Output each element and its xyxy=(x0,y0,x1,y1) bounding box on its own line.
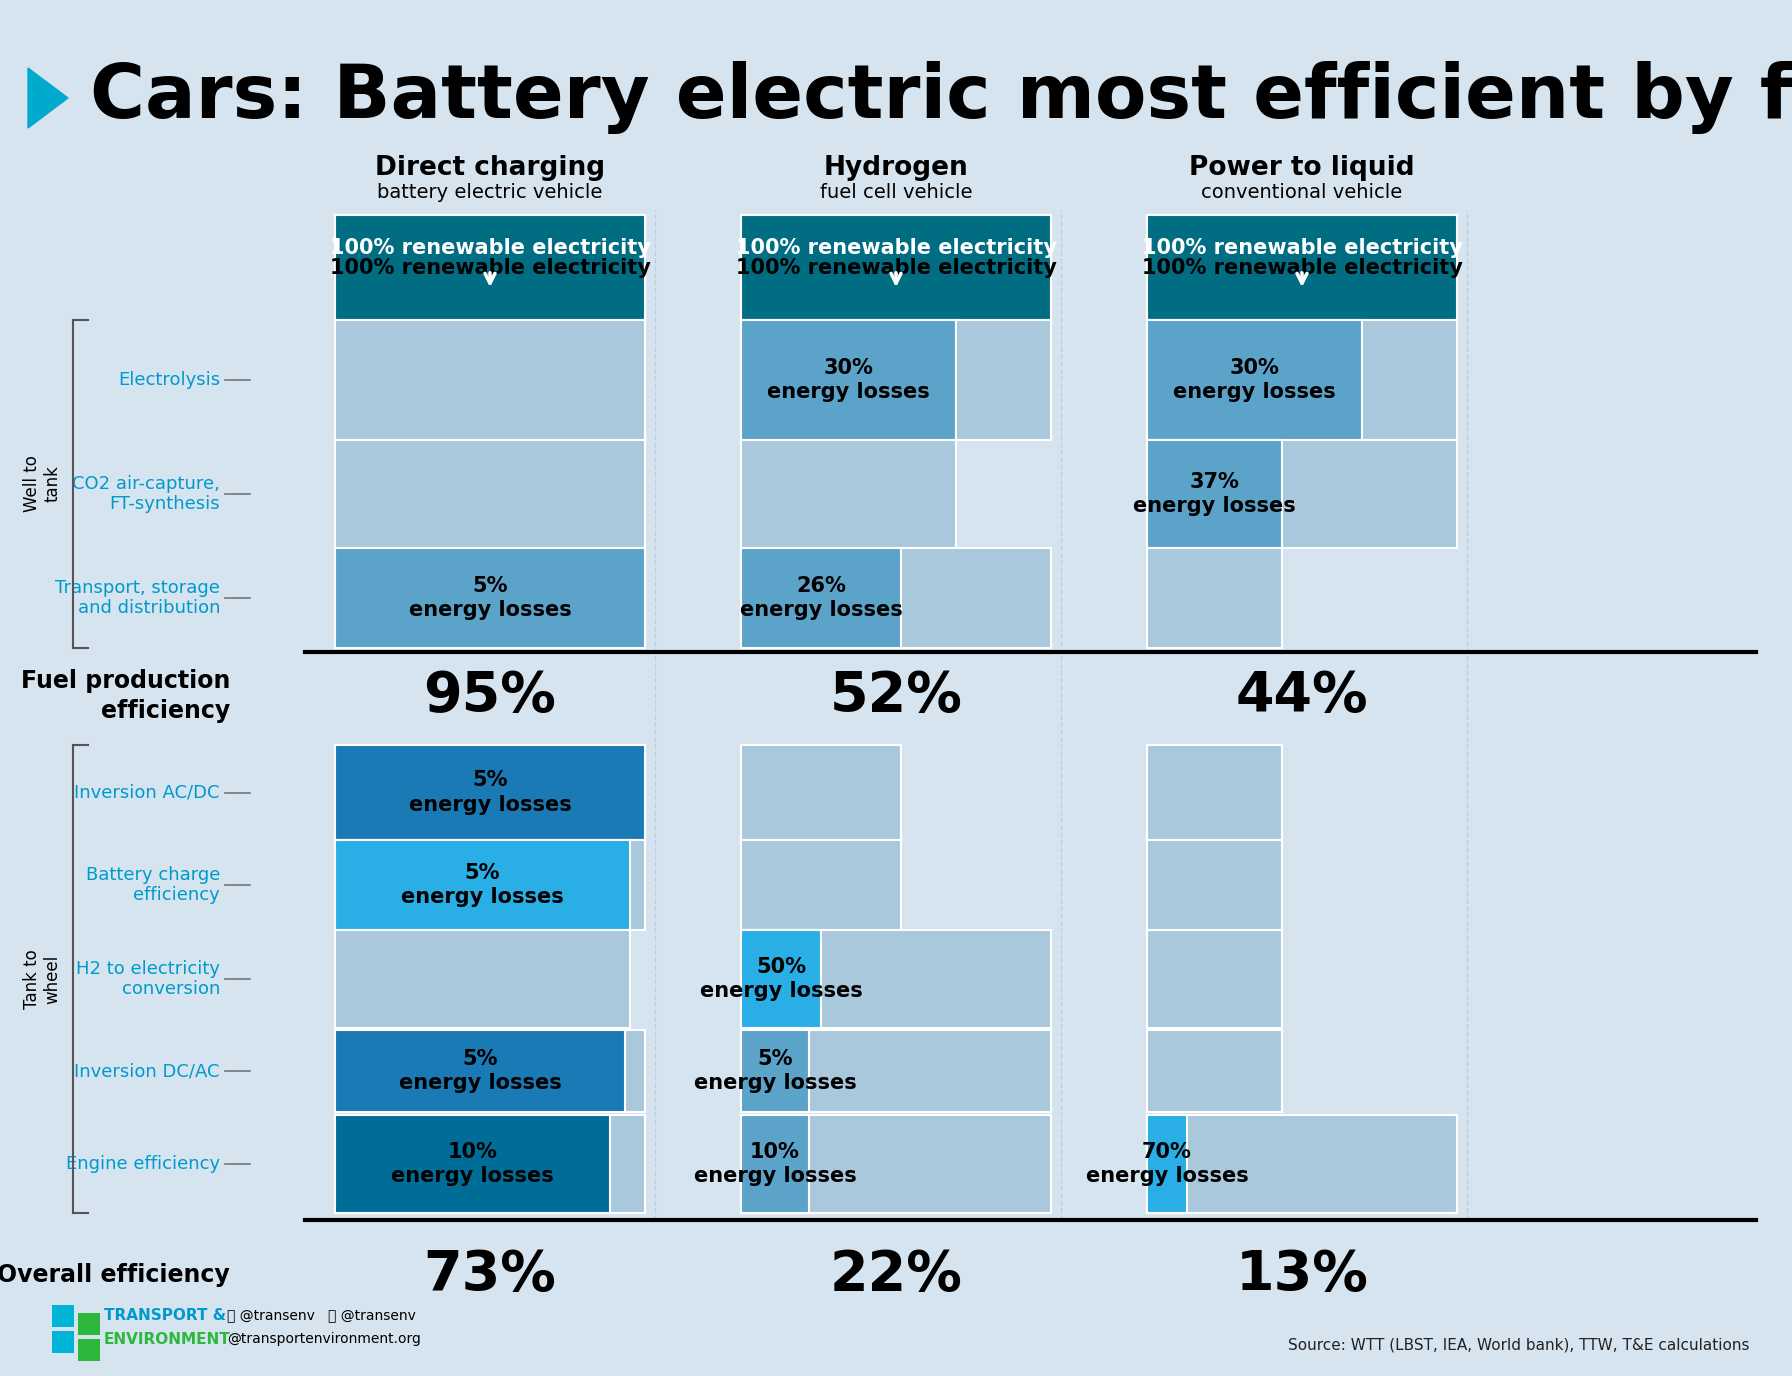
Text: 26%
energy losses: 26% energy losses xyxy=(740,575,903,621)
Text: 52%: 52% xyxy=(830,669,962,722)
Bar xyxy=(742,440,955,548)
Bar xyxy=(1147,440,1457,548)
Bar xyxy=(742,321,955,440)
Text: ENVIRONMENT: ENVIRONMENT xyxy=(104,1332,231,1347)
Text: 5%
energy losses: 5% energy losses xyxy=(409,771,572,815)
Bar xyxy=(1147,215,1457,321)
Bar xyxy=(1147,321,1362,440)
Bar xyxy=(742,548,1050,648)
Bar xyxy=(335,744,645,839)
Text: 44%: 44% xyxy=(1236,669,1369,722)
Bar xyxy=(1147,930,1281,1028)
Text: @transportenvironment.org: @transportenvironment.org xyxy=(228,1332,421,1346)
Polygon shape xyxy=(29,67,68,128)
Bar xyxy=(742,215,1050,321)
Bar xyxy=(742,321,1050,440)
Bar xyxy=(335,744,645,839)
Text: 100% renewable electricity: 100% renewable electricity xyxy=(330,257,650,278)
Bar xyxy=(335,1115,609,1214)
Bar xyxy=(52,1304,73,1326)
Text: Well to
tank: Well to tank xyxy=(23,455,61,512)
Bar xyxy=(742,1115,1050,1214)
Bar xyxy=(335,1031,625,1112)
Text: Battery charge
efficiency: Battery charge efficiency xyxy=(86,866,220,904)
Bar xyxy=(335,1031,645,1112)
Text: 50%
energy losses: 50% energy losses xyxy=(699,956,862,1002)
Bar xyxy=(1147,1031,1281,1112)
Text: 13%: 13% xyxy=(1235,1248,1369,1302)
Bar xyxy=(1147,440,1281,548)
Bar xyxy=(335,839,631,930)
Text: Power to liquid: Power to liquid xyxy=(1190,155,1416,182)
Text: Source: WTT (LBST, IEA, World bank), TTW, T&E calculations: Source: WTT (LBST, IEA, World bank), TTW… xyxy=(1288,1337,1751,1353)
Text: 5%
energy losses: 5% energy losses xyxy=(409,575,572,621)
Bar xyxy=(79,1313,100,1335)
Bar xyxy=(335,839,645,930)
Bar xyxy=(335,1115,645,1214)
Text: 73%: 73% xyxy=(423,1248,557,1302)
Text: CO2 air-capture,
FT-synthesis: CO2 air-capture, FT-synthesis xyxy=(72,475,220,513)
Bar xyxy=(742,744,901,839)
Text: 37%
energy losses: 37% energy losses xyxy=(1133,472,1296,516)
Text: Electrolysis: Electrolysis xyxy=(118,372,220,389)
Bar xyxy=(79,1339,100,1361)
Text: battery electric vehicle: battery electric vehicle xyxy=(378,183,602,202)
Bar xyxy=(742,1031,1050,1112)
Bar xyxy=(742,548,901,648)
Text: Engine efficiency: Engine efficiency xyxy=(66,1154,220,1172)
Text: 5%
energy losses: 5% energy losses xyxy=(401,863,564,907)
Bar xyxy=(742,930,821,1028)
Text: Transport, storage
and distribution: Transport, storage and distribution xyxy=(56,578,220,618)
Text: 100% renewable electricity: 100% renewable electricity xyxy=(735,238,1057,259)
Text: 30%
energy losses: 30% energy losses xyxy=(767,358,930,402)
Bar xyxy=(1147,744,1281,839)
Text: 100% renewable electricity: 100% renewable electricity xyxy=(330,238,650,259)
Text: Hydrogen: Hydrogen xyxy=(824,155,968,182)
Bar xyxy=(1147,839,1281,930)
Bar xyxy=(335,548,645,648)
Bar xyxy=(742,215,1050,321)
Text: 100% renewable electricity: 100% renewable electricity xyxy=(735,257,1057,278)
Bar xyxy=(1147,1115,1186,1214)
Text: fuel cell vehicle: fuel cell vehicle xyxy=(819,183,973,202)
Text: Direct charging: Direct charging xyxy=(375,155,606,182)
Bar xyxy=(1147,1115,1457,1214)
Bar xyxy=(742,1031,808,1112)
Text: TRANSPORT &: TRANSPORT & xyxy=(104,1307,226,1322)
Text: 22%: 22% xyxy=(830,1248,962,1302)
Bar xyxy=(335,215,645,321)
Text: 100% renewable electricity: 100% renewable electricity xyxy=(1142,257,1462,278)
Bar xyxy=(335,548,645,648)
Text: 30%
energy losses: 30% energy losses xyxy=(1174,358,1335,402)
Text: 100% renewable electricity: 100% renewable electricity xyxy=(1142,238,1462,259)
Text: H2 to electricity
conversion: H2 to electricity conversion xyxy=(75,959,220,999)
Bar xyxy=(1147,321,1457,440)
Text: 10%
energy losses: 10% energy losses xyxy=(694,1142,857,1186)
Text: 95%: 95% xyxy=(423,669,557,722)
Bar xyxy=(742,930,1050,1028)
Text: 10%
energy losses: 10% energy losses xyxy=(391,1142,554,1186)
Bar xyxy=(1147,548,1281,648)
Text: conventional vehicle: conventional vehicle xyxy=(1201,183,1403,202)
Bar xyxy=(335,215,645,321)
Text: Inversion DC/AC: Inversion DC/AC xyxy=(75,1062,220,1080)
Text: Inversion AC/DC: Inversion AC/DC xyxy=(75,783,220,801)
Text: 70%
energy losses: 70% energy losses xyxy=(1086,1142,1249,1186)
Text: Fuel production
efficiency: Fuel production efficiency xyxy=(22,669,229,722)
Bar xyxy=(1147,215,1457,321)
Bar xyxy=(335,321,645,440)
Bar xyxy=(335,930,631,1028)
Bar xyxy=(335,440,645,548)
Text: Tank to
wheel: Tank to wheel xyxy=(23,949,61,1009)
Text: Overall efficiency: Overall efficiency xyxy=(0,1263,229,1287)
Text: 5%
energy losses: 5% energy losses xyxy=(694,1049,857,1094)
Bar xyxy=(742,839,901,930)
Text: 🐦 @transenv   📘 @transenv: 🐦 @transenv 📘 @transenv xyxy=(228,1309,416,1322)
Text: Cars: Battery electric most efficient by far: Cars: Battery electric most efficient by… xyxy=(90,62,1792,135)
Bar xyxy=(742,1115,808,1214)
Bar xyxy=(52,1331,73,1353)
Text: 5%
energy losses: 5% energy losses xyxy=(398,1049,561,1094)
